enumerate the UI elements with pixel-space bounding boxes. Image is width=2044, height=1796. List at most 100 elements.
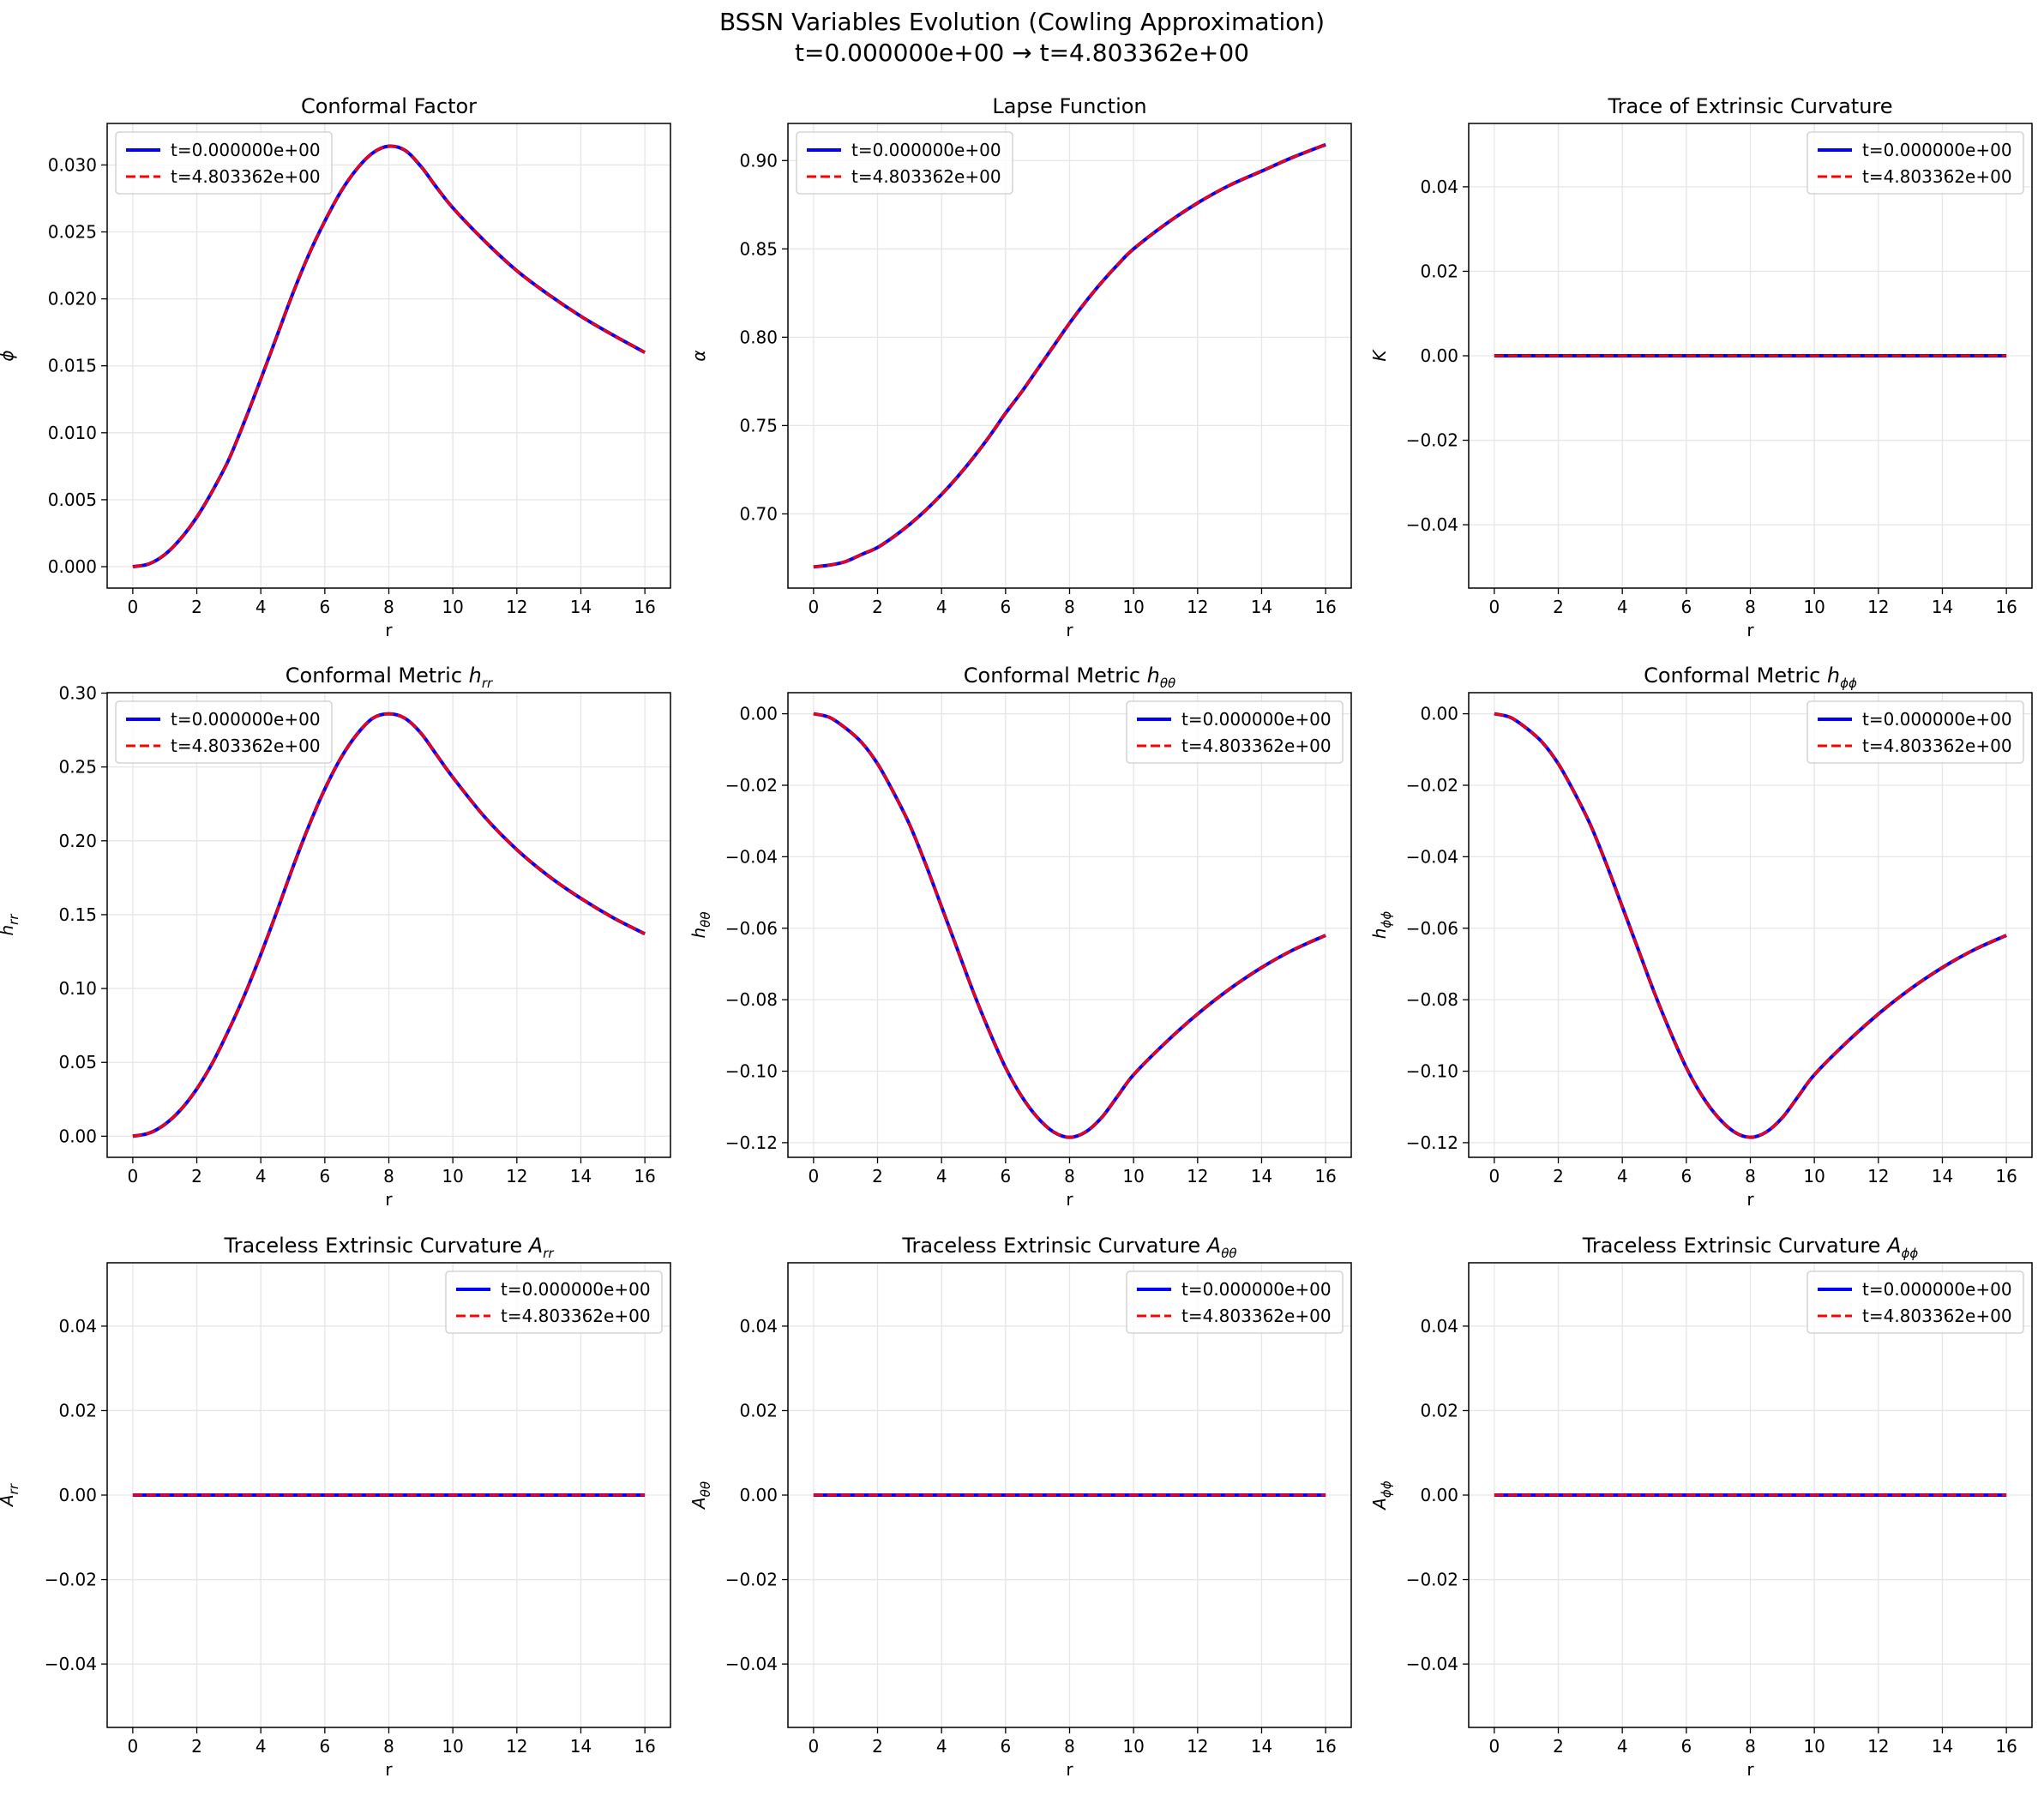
x-tick-label: 16	[1314, 1166, 1336, 1186]
y-tick-label: 0.15	[58, 904, 97, 925]
y-tick-label: 0.10	[58, 978, 97, 999]
y-tick-label: 0.25	[58, 757, 97, 778]
y-tick-label: 0.02	[1420, 1400, 1458, 1421]
x-axis-label: r	[1746, 620, 1754, 640]
x-tick-label: 10	[1122, 1736, 1144, 1757]
subplot-5: 0 2 4 6 8 10 12 14 16 −0.12 −0.10 −0.08 −0.06 −0.04 −0…	[688, 664, 1352, 1210]
x-tick-label: 0	[127, 597, 138, 617]
plot-frame	[1468, 692, 2033, 1158]
legend-box	[796, 131, 1013, 195]
legend: t=0.000000e+00 t=4.803362e+00	[1807, 1270, 2024, 1334]
x-tick-label: 10	[442, 1166, 463, 1186]
plot-frame	[787, 692, 1352, 1158]
y-tick-label: 0.005	[48, 490, 97, 510]
plot-frame	[106, 692, 671, 1158]
plot-frame	[1468, 123, 2033, 589]
y-tick-label: −0.04	[725, 846, 778, 867]
y-tick-label: −0.04	[1406, 846, 1458, 867]
x-tick-label: 0	[127, 1736, 138, 1757]
x-tick-label: 14	[1251, 1166, 1272, 1186]
legend-label-initial: t=0.000000e+00	[1862, 1279, 2012, 1300]
legend-label-initial: t=0.000000e+00	[501, 1279, 651, 1300]
y-tick-label: 0.00	[58, 1485, 97, 1505]
y-tick-label: 0.02	[1420, 261, 1458, 281]
legend-label-final: t=4.803362e+00	[1862, 166, 2012, 187]
x-tick-label: 0	[808, 597, 819, 617]
y-tick-label: −0.10	[1406, 1061, 1458, 1082]
subplot-9: 0 2 4 6 8 10 12 14 16 −0.04 −0.02 0.00 0.02 0.04 Trace…	[1369, 1234, 2033, 1780]
x-tick-label: 10	[1803, 1166, 1825, 1186]
subplot-title: Traceless Extrinsic Curvature Arr	[223, 1234, 554, 1261]
legend-label-initial: t=0.000000e+00	[171, 140, 321, 160]
x-tick-label: 16	[1314, 597, 1336, 617]
x-tick-label: 16	[634, 1736, 655, 1757]
y-tick-label: 0.04	[1420, 1316, 1458, 1336]
plot-frame	[1468, 1262, 2033, 1728]
y-axis-label: hθθ	[688, 911, 713, 938]
x-tick-label: 2	[1553, 597, 1564, 617]
x-tick-label: 8	[383, 1736, 394, 1757]
x-tick-label: 12	[1187, 597, 1208, 617]
y-tick-label: −0.10	[725, 1061, 778, 1082]
y-tick-label: 0.00	[1420, 345, 1458, 366]
legend-label-initial: t=0.000000e+00	[1181, 1279, 1332, 1300]
legend-label-initial: t=0.000000e+00	[1862, 140, 2012, 160]
legend-label-initial: t=0.000000e+00	[171, 709, 321, 730]
subplot-title: Conformal Metric hϕϕ	[1644, 664, 1857, 691]
y-tick-label: 0.025	[48, 222, 97, 243]
y-axis-label: Aϕϕ	[1369, 1481, 1394, 1511]
x-tick-label: 4	[256, 1736, 267, 1757]
figure-title: BSSN Variables Evolution (Cowling Approx…	[0, 7, 2044, 69]
legend-label-final: t=4.803362e+00	[1181, 1306, 1332, 1326]
subplot-title: Conformal Metric hrr	[286, 664, 493, 691]
subplot-title: Conformal Metric hθθ	[964, 664, 1175, 691]
x-tick-label: 2	[872, 1736, 883, 1757]
x-tick-label: 16	[1314, 1736, 1336, 1757]
legend-box	[1126, 700, 1344, 764]
plot-frame	[787, 1262, 1352, 1728]
plot-frame	[106, 1262, 671, 1728]
legend-label-final: t=4.803362e+00	[171, 166, 321, 187]
y-tick-label: −0.02	[1406, 775, 1458, 796]
y-tick-label: 0.00	[1420, 704, 1458, 724]
legend-box	[1807, 131, 2024, 195]
x-tick-label: 2	[1553, 1166, 1564, 1186]
legend: t=0.000000e+00 t=4.803362e+00	[115, 700, 333, 764]
x-axis-label: r	[385, 1189, 393, 1210]
y-tick-label: −0.02	[1406, 1570, 1458, 1590]
plot-frame	[106, 123, 671, 589]
x-tick-label: 2	[191, 1736, 202, 1757]
x-tick-label: 12	[506, 597, 527, 617]
series-line-final	[132, 712, 646, 1138]
y-tick-label: 0.90	[739, 150, 778, 171]
y-axis-label: ϕ	[0, 350, 17, 361]
x-tick-label: 10	[1803, 1736, 1825, 1757]
x-tick-label: 6	[1680, 1736, 1692, 1757]
x-tick-label: 10	[442, 1736, 463, 1757]
x-tick-label: 6	[1000, 1736, 1011, 1757]
subplot-title: Traceless Extrinsic Curvature Aϕϕ	[1582, 1234, 1919, 1261]
x-tick-label: 8	[383, 1166, 394, 1186]
y-tick-label: −0.04	[725, 1654, 778, 1674]
x-axis-label: r	[385, 1759, 393, 1780]
x-tick-label: 4	[256, 1166, 267, 1186]
y-tick-label: −0.02	[1406, 430, 1458, 451]
legend-label-final: t=4.803362e+00	[501, 1306, 651, 1326]
legend-label-final: t=4.803362e+00	[851, 166, 1001, 187]
x-tick-label: 4	[1617, 1166, 1628, 1186]
legend: t=0.000000e+00 t=4.803362e+00	[1126, 700, 1344, 764]
y-tick-label: 0.000	[48, 556, 97, 577]
y-tick-label: −0.02	[45, 1570, 97, 1590]
legend: t=0.000000e+00 t=4.803362e+00	[1126, 1270, 1344, 1334]
series-line-final	[813, 143, 1326, 568]
x-tick-label: 14	[1251, 597, 1272, 617]
legend: t=0.000000e+00 t=4.803362e+00	[1807, 700, 2024, 764]
x-tick-label: 0	[808, 1166, 819, 1186]
y-tick-label: −0.04	[45, 1654, 97, 1674]
series-line-final	[813, 712, 1326, 1139]
legend-box	[1126, 1270, 1344, 1334]
legend: t=0.000000e+00 t=4.803362e+00	[115, 131, 333, 195]
y-tick-label: 0.04	[1420, 177, 1458, 197]
x-tick-label: 4	[936, 597, 947, 617]
